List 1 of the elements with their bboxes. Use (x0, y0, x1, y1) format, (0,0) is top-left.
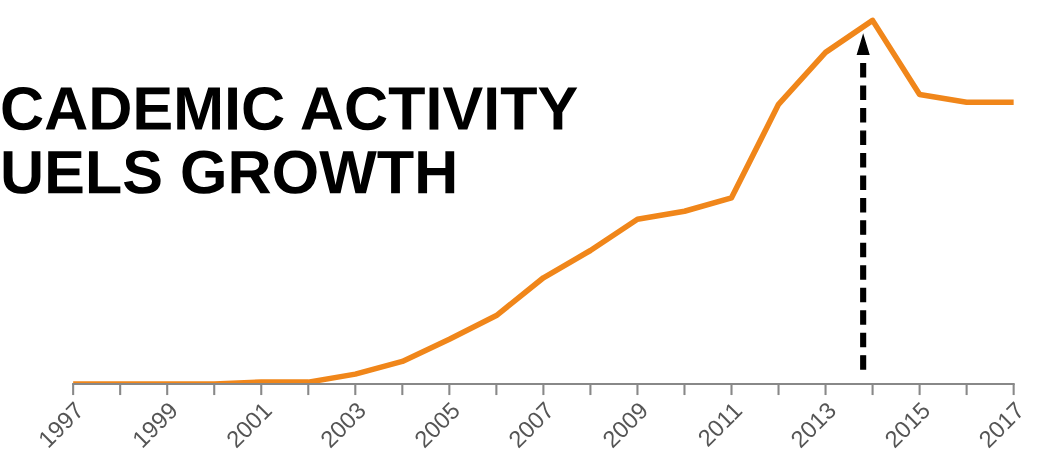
text: CADEMIC ACTIVITY UELS GROWTH (2, 86, 578, 194)
